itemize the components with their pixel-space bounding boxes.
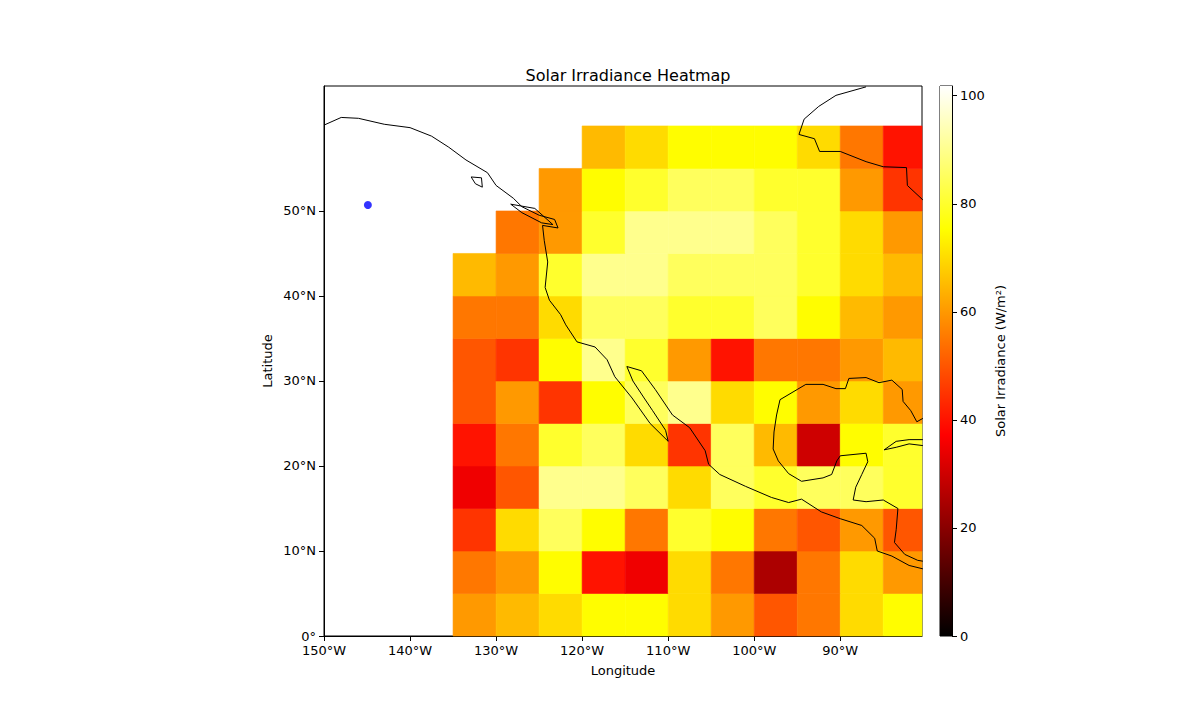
svg-text:10°N: 10°N bbox=[283, 543, 316, 558]
svg-text:50°N: 50°N bbox=[283, 203, 316, 218]
svg-text:90°W: 90°W bbox=[822, 643, 858, 658]
svg-text:40: 40 bbox=[960, 412, 977, 427]
svg-text:120°W: 120°W bbox=[560, 643, 604, 658]
svg-text:80: 80 bbox=[960, 196, 977, 211]
svg-text:Longitude: Longitude bbox=[591, 663, 656, 678]
svg-text:100: 100 bbox=[960, 88, 985, 103]
svg-text:150°W: 150°W bbox=[302, 643, 346, 658]
svg-text:30°N: 30°N bbox=[283, 373, 316, 388]
svg-text:60: 60 bbox=[960, 304, 977, 319]
svg-text:100°W: 100°W bbox=[732, 643, 776, 658]
svg-text:20°N: 20°N bbox=[283, 458, 316, 473]
svg-text:110°W: 110°W bbox=[646, 643, 690, 658]
svg-text:40°N: 40°N bbox=[283, 288, 316, 303]
svg-text:Solar Irradiance Heatmap: Solar Irradiance Heatmap bbox=[525, 66, 730, 85]
svg-text:Solar Irradiance (W/m²): Solar Irradiance (W/m²) bbox=[993, 285, 1008, 437]
svg-text:0°: 0° bbox=[301, 629, 316, 644]
svg-text:0: 0 bbox=[960, 629, 968, 644]
svg-text:20: 20 bbox=[960, 520, 977, 535]
svg-text:Latitude: Latitude bbox=[260, 334, 275, 388]
svg-text:140°W: 140°W bbox=[388, 643, 432, 658]
svg-text:130°W: 130°W bbox=[474, 643, 518, 658]
